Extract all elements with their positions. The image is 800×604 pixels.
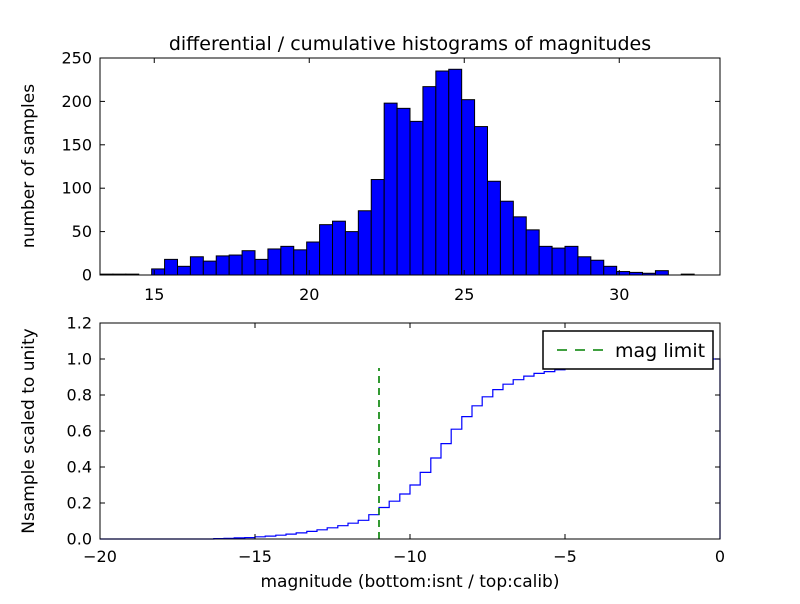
histogram-bar bbox=[254, 258, 269, 276]
histogram-bar bbox=[319, 224, 334, 276]
histogram-bar bbox=[293, 249, 308, 276]
bottom-axes-frame bbox=[99, 322, 721, 540]
top-histogram-subplot: differential / cumulative histograms of … bbox=[19, 33, 721, 304]
histogram-bar bbox=[306, 241, 321, 276]
histogram-bar bbox=[551, 247, 566, 276]
histogram-bar bbox=[538, 245, 553, 276]
histogram-bar bbox=[215, 255, 230, 276]
histogram-bar bbox=[590, 259, 605, 276]
histogram-bar bbox=[344, 231, 359, 276]
histogram-bar bbox=[422, 86, 437, 276]
x-tick-label: −20 bbox=[83, 547, 117, 566]
histogram-bar bbox=[603, 265, 618, 276]
histogram-bar bbox=[448, 68, 463, 276]
histogram-bar bbox=[164, 258, 179, 276]
x-tick-label: −10 bbox=[393, 547, 427, 566]
top-axes-frame bbox=[99, 57, 721, 276]
x-tick-label: −5 bbox=[553, 547, 577, 566]
y-tick-label: 100 bbox=[61, 179, 92, 198]
histogram-bar bbox=[512, 216, 527, 276]
histogram-bar bbox=[616, 271, 631, 276]
y-tick-label: 0.8 bbox=[67, 386, 92, 405]
y-tick-label: 0.2 bbox=[67, 494, 92, 513]
histogram-bar bbox=[409, 120, 424, 276]
histogram-bar bbox=[435, 70, 450, 276]
y-tick-label: 0.0 bbox=[67, 530, 92, 549]
histogram-bar bbox=[280, 245, 295, 276]
top-y-tick-labels: 0 50 100 150 200 250 bbox=[61, 49, 92, 285]
cumulative-subplot: Nsample scaled to unity magnitude (botto… bbox=[19, 314, 725, 593]
y-tick-label: 0.6 bbox=[67, 422, 92, 441]
histogram-bar bbox=[267, 248, 282, 276]
bottom-x-tick-labels: −20 −15 −10 −5 0 bbox=[83, 547, 725, 566]
histogram-bar bbox=[189, 256, 204, 276]
y-tick-label: 250 bbox=[61, 49, 92, 68]
y-tick-label: 0 bbox=[82, 266, 92, 285]
histogram-bar bbox=[487, 180, 501, 276]
histogram-bar bbox=[564, 245, 579, 276]
histogram-bar bbox=[499, 200, 514, 276]
legend-label: mag limit bbox=[615, 340, 705, 362]
histogram-bar bbox=[332, 220, 346, 276]
x-tick-label: 15 bbox=[144, 285, 164, 304]
top-y-axis-label: number of samples bbox=[19, 84, 39, 248]
x-tick-label: 0 bbox=[715, 547, 725, 566]
histogram-bar bbox=[151, 268, 166, 276]
y-tick-label: 150 bbox=[61, 135, 92, 154]
top-x-tick-labels: 15 20 25 30 bbox=[144, 285, 629, 304]
histogram-bar bbox=[370, 179, 385, 276]
histogram-bars bbox=[99, 68, 695, 276]
histogram-bar bbox=[525, 229, 540, 276]
histogram-bar bbox=[396, 107, 411, 276]
y-tick-label: 200 bbox=[61, 92, 92, 111]
y-tick-label: 1.2 bbox=[67, 314, 92, 333]
histogram-bar bbox=[357, 210, 372, 276]
x-tick-label: 30 bbox=[609, 285, 629, 304]
bottom-y-axis-label: Nsample scaled to unity bbox=[19, 328, 39, 533]
histogram-bar bbox=[461, 99, 476, 276]
bottom-x-axis-label: magnitude (bottom:isnt / top:calib) bbox=[261, 572, 560, 592]
histogram-bar bbox=[241, 250, 256, 276]
y-tick-label: 1.0 bbox=[67, 350, 92, 369]
figure-title: differential / cumulative histograms of … bbox=[169, 33, 651, 55]
legend-box: mag limit bbox=[542, 330, 714, 370]
x-tick-label: 20 bbox=[299, 285, 319, 304]
legend-frame bbox=[542, 330, 714, 370]
bottom-y-tick-labels: 0.0 0.2 0.4 0.6 0.8 1.0 1.2 bbox=[67, 314, 92, 549]
histogram-bar bbox=[654, 270, 669, 276]
histogram-bar bbox=[202, 260, 217, 276]
x-tick-label: 25 bbox=[454, 285, 474, 304]
histogram-bar bbox=[577, 256, 592, 276]
histogram-bar bbox=[228, 254, 243, 276]
y-tick-label: 50 bbox=[72, 222, 92, 241]
histogram-bar bbox=[177, 265, 191, 276]
x-tick-label: −15 bbox=[238, 547, 272, 566]
y-tick-label: 0.4 bbox=[67, 458, 92, 477]
histogram-bar bbox=[383, 102, 398, 276]
histogram-bar bbox=[474, 126, 489, 276]
